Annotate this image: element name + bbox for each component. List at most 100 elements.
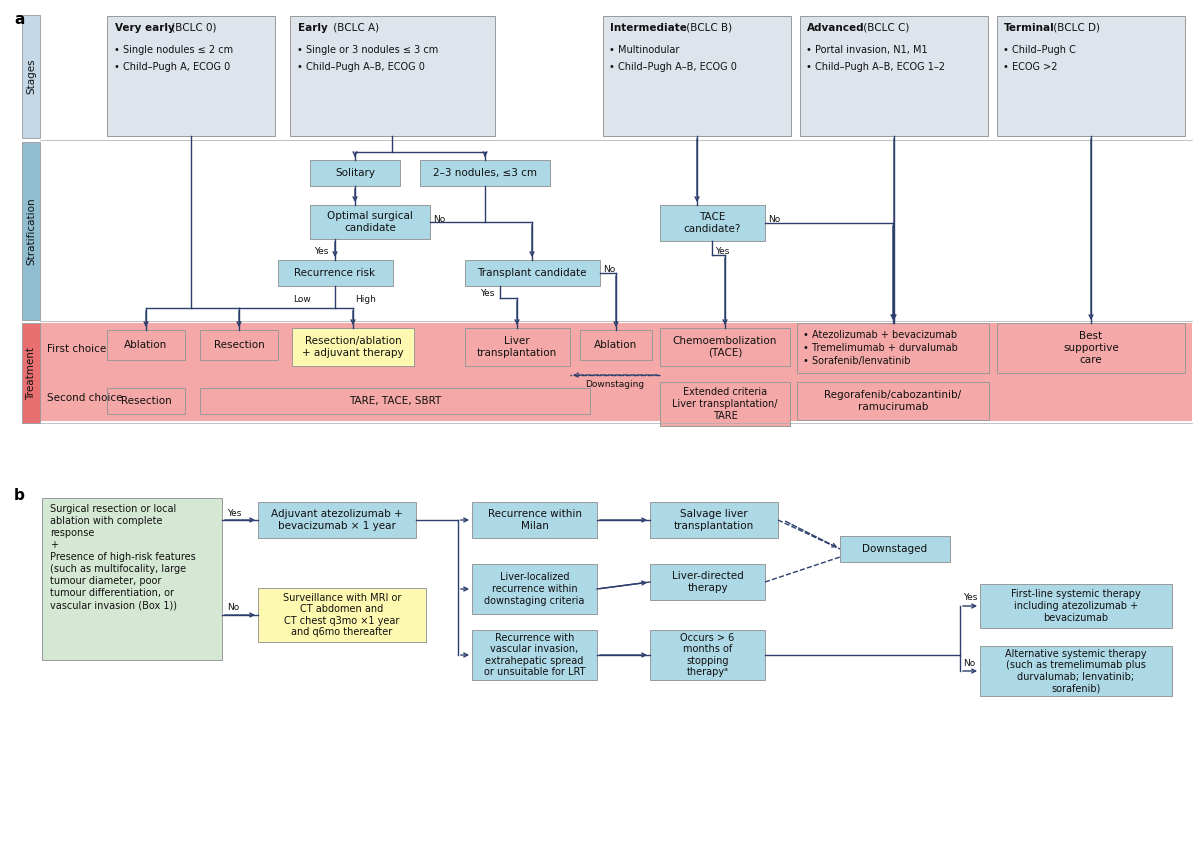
- Text: Best
supportive
care: Best supportive care: [1063, 332, 1118, 365]
- Text: TARE, TACE, SBRT: TARE, TACE, SBRT: [349, 396, 442, 406]
- Text: Recurrence within
Milan: Recurrence within Milan: [487, 509, 582, 531]
- Bar: [472, 564, 598, 614]
- Text: Resection: Resection: [121, 396, 172, 406]
- Text: b: b: [14, 488, 25, 503]
- Text: Advanced: Advanced: [808, 23, 865, 33]
- Text: Yes: Yes: [313, 247, 328, 257]
- Text: Ablation: Ablation: [594, 340, 637, 350]
- Text: Second choice: Second choice: [47, 393, 122, 403]
- Text: (BCLC B): (BCLC B): [683, 23, 732, 33]
- Text: • Single nodules ≤ 2 cm: • Single nodules ≤ 2 cm: [114, 45, 233, 55]
- Bar: [997, 323, 1186, 373]
- Bar: [107, 388, 185, 414]
- Bar: [22, 142, 40, 320]
- Text: Solitary: Solitary: [335, 168, 374, 178]
- Bar: [278, 260, 394, 286]
- Bar: [466, 260, 600, 286]
- Text: Resection/ablation
+ adjuvant therapy: Resection/ablation + adjuvant therapy: [302, 336, 404, 358]
- Text: Liver
transplantation: Liver transplantation: [476, 336, 557, 358]
- Text: Ablation: Ablation: [125, 340, 168, 350]
- Text: Extended criteria
Liver transplantation/
TARE: Extended criteria Liver transplantation/…: [672, 387, 778, 420]
- Bar: [472, 630, 598, 680]
- Text: • Child–Pugh A–B, ECOG 0: • Child–Pugh A–B, ECOG 0: [298, 62, 425, 72]
- Text: First choice: First choice: [47, 344, 107, 354]
- Bar: [604, 16, 791, 136]
- Bar: [200, 330, 278, 360]
- Bar: [258, 502, 416, 538]
- Bar: [22, 15, 40, 138]
- Bar: [40, 323, 1192, 421]
- Text: • Child–Pugh A–B, ECOG 1–2: • Child–Pugh A–B, ECOG 1–2: [806, 62, 946, 72]
- Text: +: +: [50, 540, 58, 550]
- Bar: [997, 16, 1186, 136]
- Text: Downstaged: Downstaged: [863, 544, 928, 554]
- Text: First-line systemic therapy
including atezolizumab +
bevacizumab: First-line systemic therapy including at…: [1012, 589, 1141, 623]
- Text: Alternative systemic therapy
(such as tremelimumab plus
durvalumab; lenvatinib;
: Alternative systemic therapy (such as tr…: [1006, 648, 1147, 694]
- Bar: [650, 502, 778, 538]
- Text: Stages: Stages: [26, 58, 36, 94]
- Bar: [840, 536, 950, 562]
- Text: • Portal invasion, N1, M1: • Portal invasion, N1, M1: [806, 45, 928, 55]
- Bar: [42, 498, 222, 660]
- Bar: [580, 330, 652, 360]
- Text: Optimal surgical
candidate: Optimal surgical candidate: [328, 211, 413, 233]
- Bar: [660, 382, 790, 426]
- Text: Occurs > 6
months of
stopping
therapyᵃ: Occurs > 6 months of stopping therapyᵃ: [680, 633, 734, 678]
- Text: (BCLC A): (BCLC A): [330, 23, 379, 33]
- Text: Very early: Very early: [115, 23, 175, 33]
- Text: Yes: Yes: [227, 508, 241, 517]
- Text: (BCLC C): (BCLC C): [860, 23, 910, 33]
- Bar: [258, 588, 426, 642]
- Bar: [660, 328, 790, 366]
- Text: (BCLC D): (BCLC D): [1050, 23, 1100, 33]
- Text: Surgical resection or local: Surgical resection or local: [50, 504, 176, 514]
- Text: tumour differentiation, or: tumour differentiation, or: [50, 588, 174, 598]
- Bar: [107, 16, 275, 136]
- Bar: [650, 630, 766, 680]
- Text: • Child–Pugh C: • Child–Pugh C: [1003, 45, 1076, 55]
- Text: No: No: [433, 214, 445, 224]
- Text: vascular invasion (Box 1)): vascular invasion (Box 1)): [50, 600, 178, 610]
- Bar: [466, 328, 570, 366]
- Text: Yes: Yes: [715, 247, 730, 257]
- Text: Chemoembolization
(TACE): Chemoembolization (TACE): [673, 336, 778, 358]
- Text: response: response: [50, 528, 95, 538]
- Text: Presence of high-risk features: Presence of high-risk features: [50, 552, 196, 562]
- Text: Early: Early: [298, 23, 328, 33]
- Text: • Atezolizumab + bevacizumab: • Atezolizumab + bevacizumab: [803, 330, 958, 340]
- Text: • ECOG >2: • ECOG >2: [1003, 62, 1057, 72]
- Text: • Tremelimumab + durvalumab: • Tremelimumab + durvalumab: [803, 343, 958, 353]
- Bar: [310, 205, 430, 239]
- Text: tumour diameter, poor: tumour diameter, poor: [50, 576, 161, 586]
- Text: No: No: [964, 658, 976, 668]
- Text: • Child–Pugh A–B, ECOG 0: • Child–Pugh A–B, ECOG 0: [610, 62, 737, 72]
- Bar: [472, 502, 598, 538]
- Bar: [200, 388, 590, 414]
- Text: No: No: [227, 603, 239, 613]
- Text: • Child–Pugh A, ECOG 0: • Child–Pugh A, ECOG 0: [114, 62, 230, 72]
- Bar: [107, 330, 185, 360]
- Text: Stratification: Stratification: [26, 197, 36, 265]
- Text: TACE
candidate?: TACE candidate?: [683, 212, 740, 234]
- Bar: [980, 646, 1172, 696]
- Text: Downstaging: Downstaging: [586, 380, 644, 389]
- Text: Salvage liver
transplantation: Salvage liver transplantation: [674, 509, 754, 531]
- Text: Terminal: Terminal: [1004, 23, 1055, 33]
- Bar: [650, 564, 766, 600]
- Bar: [292, 328, 414, 366]
- Text: No: No: [604, 266, 616, 274]
- Text: Regorafenib/cabozantinib/
ramucirumab: Regorafenib/cabozantinib/ ramucirumab: [824, 390, 961, 412]
- Text: Liver-localized
recurrence within
downstaging criteria: Liver-localized recurrence within downst…: [485, 572, 584, 606]
- Bar: [420, 160, 550, 186]
- Text: Yes: Yes: [964, 593, 977, 603]
- Text: Adjuvant atezolizumab +
bevacizumab × 1 year: Adjuvant atezolizumab + bevacizumab × 1 …: [271, 509, 403, 531]
- Text: Low: Low: [293, 295, 311, 305]
- Bar: [797, 323, 989, 373]
- Bar: [797, 382, 989, 420]
- Text: Intermediate: Intermediate: [610, 23, 686, 33]
- Text: • Multinodular: • Multinodular: [610, 45, 679, 55]
- Text: a: a: [14, 12, 24, 27]
- Bar: [660, 205, 766, 241]
- Bar: [980, 584, 1172, 628]
- Text: Surveillance with MRI or
CT abdomen and
CT chest q3mo ×1 year
and q6mo thereafte: Surveillance with MRI or CT abdomen and …: [283, 592, 401, 637]
